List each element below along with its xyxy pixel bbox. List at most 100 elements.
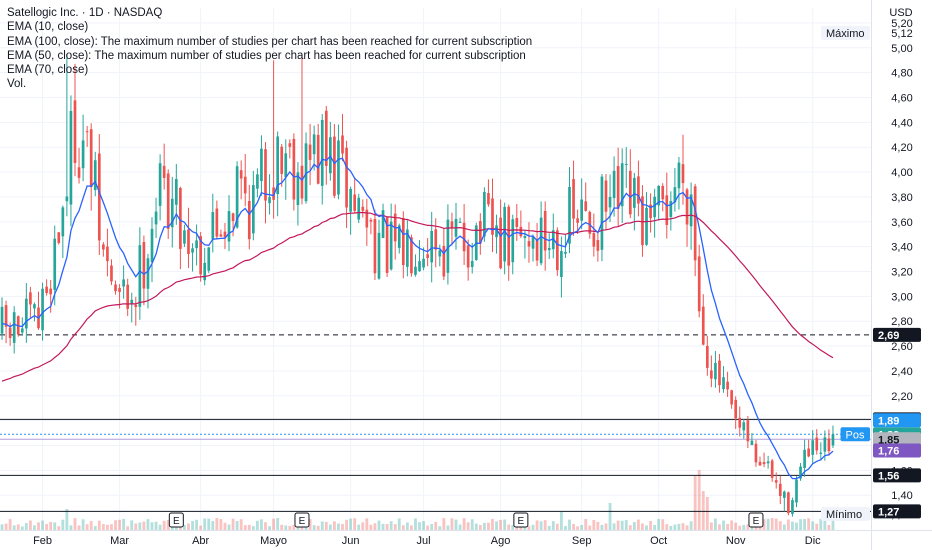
earnings-marker[interactable]: E bbox=[294, 512, 310, 528]
volume-bar bbox=[442, 518, 446, 530]
legend-ema50[interactable]: EMA (50, close): The maximum number of s… bbox=[7, 49, 526, 62]
volume-bar bbox=[807, 518, 811, 530]
candle-body bbox=[211, 212, 215, 240]
candle-body bbox=[620, 163, 624, 207]
grey-price-label: 1,85 bbox=[878, 434, 899, 446]
candle-body bbox=[685, 189, 689, 225]
volume-bar bbox=[166, 519, 170, 530]
volume-bar bbox=[693, 476, 697, 530]
candle-body bbox=[239, 170, 243, 179]
earnings-marker[interactable]: E bbox=[513, 512, 529, 528]
time-axis[interactable]: Feb Mar Abr Mayo Jun Jul Ago Sep Oct Nov Dic bbox=[33, 535, 821, 547]
legend-ema10[interactable]: EMA (10, close) bbox=[7, 21, 89, 34]
legend-ema100[interactable]: EMA (100, close): The maximum number of … bbox=[7, 35, 533, 48]
candle-body bbox=[324, 110, 328, 166]
axis-price-labels: 2,692,011,561,271,891,851,76Máximo5,12Mí… bbox=[821, 25, 921, 521]
candle-body bbox=[288, 143, 292, 147]
volume-bar bbox=[474, 523, 478, 530]
candle-body bbox=[97, 153, 101, 241]
candle-body bbox=[499, 217, 502, 269]
candle-body bbox=[827, 438, 831, 452]
volume-bar bbox=[722, 520, 725, 530]
volume-bar bbox=[422, 521, 425, 530]
volume-bar bbox=[207, 518, 211, 530]
candle-body bbox=[142, 241, 146, 289]
candle-body bbox=[296, 172, 300, 206]
candle-body bbox=[406, 229, 409, 267]
candle-body bbox=[649, 204, 652, 219]
candle-body bbox=[556, 230, 559, 271]
candle-body bbox=[215, 208, 219, 237]
volume-bar bbox=[89, 521, 93, 530]
legend-title[interactable]: Satellogic Inc. · 1D · NASDAQ bbox=[7, 7, 163, 19]
candle-body bbox=[458, 221, 462, 223]
volume-bar bbox=[154, 521, 158, 530]
ema-lines bbox=[1, 155, 834, 480]
candle-body bbox=[365, 209, 369, 228]
candle-body bbox=[742, 422, 746, 431]
volume-bar bbox=[681, 523, 685, 530]
volume-bar bbox=[608, 503, 612, 530]
candle-body bbox=[345, 147, 348, 208]
y-tick-label: 3,00 bbox=[891, 291, 912, 303]
volume-bar bbox=[4, 523, 8, 530]
candle-body bbox=[397, 225, 401, 248]
volume-bar bbox=[547, 525, 551, 530]
volume-bar bbox=[162, 520, 166, 530]
candle-body bbox=[158, 163, 162, 206]
volume-bar bbox=[37, 522, 40, 530]
candle-body bbox=[596, 240, 600, 251]
volume-bar bbox=[778, 521, 782, 530]
volume-bar bbox=[357, 524, 361, 530]
y-tick-label: 5,00 bbox=[891, 43, 912, 55]
candle-body bbox=[450, 221, 454, 229]
legend-ema70[interactable]: EMA (70, close) bbox=[7, 64, 89, 77]
earnings-marker[interactable]: E bbox=[748, 512, 764, 528]
candle-body bbox=[527, 241, 531, 247]
currency-label[interactable]: USD bbox=[889, 7, 912, 19]
candle-body bbox=[162, 165, 166, 178]
candle-body bbox=[815, 437, 819, 451]
candle-body bbox=[227, 211, 231, 242]
volume-bar bbox=[782, 524, 786, 530]
legend-volume[interactable]: Vol. bbox=[7, 78, 27, 91]
candle-body bbox=[442, 245, 446, 277]
volume-bar bbox=[572, 523, 575, 530]
volume-bar bbox=[393, 524, 397, 530]
volume-bar bbox=[308, 519, 312, 530]
volume-bar bbox=[195, 519, 199, 530]
volume-bar bbox=[746, 524, 750, 530]
candle-body bbox=[154, 211, 158, 225]
candle-body bbox=[4, 305, 8, 327]
candle-body bbox=[592, 233, 596, 247]
candle-body bbox=[12, 312, 16, 343]
volume-bar bbox=[231, 518, 235, 530]
candle-body bbox=[426, 254, 429, 258]
candle-body bbox=[57, 232, 61, 243]
earnings-marker[interactable]: E bbox=[168, 512, 184, 528]
candle-body bbox=[795, 479, 798, 503]
level-price-label: 2,69 bbox=[878, 330, 899, 342]
volume-bar bbox=[714, 518, 717, 530]
candle-body bbox=[179, 187, 182, 249]
candle-body bbox=[316, 134, 320, 184]
volume-bar bbox=[418, 522, 421, 530]
volume-bar bbox=[337, 523, 340, 530]
y-tick-label: 2,20 bbox=[891, 391, 912, 403]
volume-bar bbox=[45, 524, 49, 530]
volume-bar bbox=[819, 518, 823, 530]
candle-body bbox=[661, 186, 665, 200]
volume-bar bbox=[831, 518, 835, 530]
position-label-bg bbox=[840, 427, 870, 442]
volume-bar bbox=[815, 523, 819, 530]
candle-body bbox=[673, 187, 677, 203]
volume-bar bbox=[324, 521, 328, 530]
volume-bar bbox=[434, 521, 438, 530]
candle-body bbox=[665, 195, 669, 225]
candle-body bbox=[333, 136, 336, 196]
volume-bar bbox=[697, 470, 701, 530]
candle-body bbox=[819, 452, 823, 454]
volume-bar bbox=[584, 518, 588, 530]
